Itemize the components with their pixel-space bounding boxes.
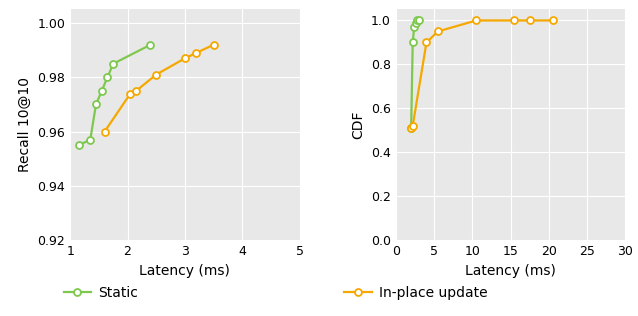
X-axis label: Latency (ms): Latency (ms) bbox=[465, 264, 556, 277]
Y-axis label: CDF: CDF bbox=[352, 111, 366, 139]
Legend: Static: Static bbox=[58, 281, 144, 306]
X-axis label: Latency (ms): Latency (ms) bbox=[140, 264, 230, 277]
Y-axis label: Recall 10@10: Recall 10@10 bbox=[18, 77, 32, 172]
Legend: In-place update: In-place update bbox=[339, 281, 493, 306]
